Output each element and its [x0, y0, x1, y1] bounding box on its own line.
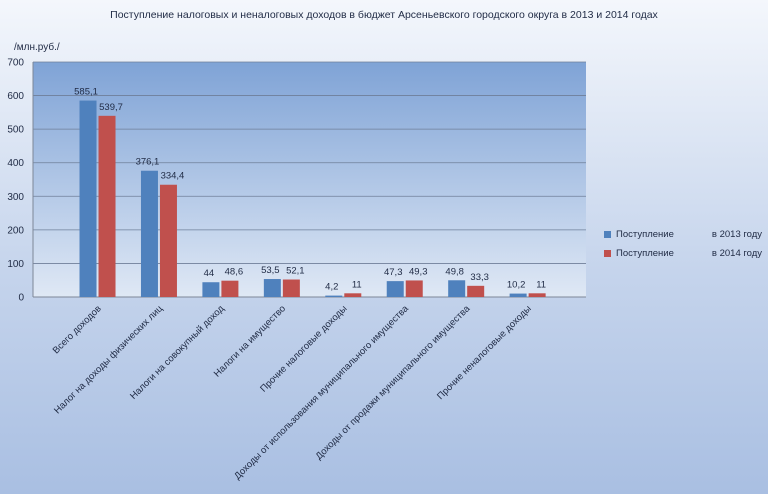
- data-label-2013-0: 585,1: [74, 87, 98, 98]
- data-label-2013-5: 47,3: [384, 267, 403, 278]
- legend-series-name: Поступление: [616, 229, 674, 240]
- legend-item-2014: Поступление в 2014 году: [604, 248, 768, 259]
- bar-2013-5: [386, 281, 404, 297]
- bar-2013-1: [140, 170, 158, 297]
- legend-series-name: Поступление: [616, 248, 674, 259]
- y-tick-label: 600: [7, 91, 24, 102]
- legend-series-year: в 2014 году: [711, 248, 762, 259]
- bar-2013-3: [263, 279, 281, 297]
- data-label-2013-1: 376,1: [136, 157, 160, 168]
- y-tick-label: 700: [7, 58, 24, 69]
- y-tick-label: 200: [7, 225, 24, 236]
- data-label-2014-6: 33,3: [470, 272, 489, 283]
- bar-2013-6: [448, 280, 466, 297]
- bar-2013-7: [509, 293, 527, 297]
- data-label-2013-3: 53,5: [261, 265, 280, 276]
- data-label-2014-1: 334,4: [161, 171, 185, 182]
- data-label-2014-3: 52,1: [286, 266, 305, 277]
- axes: [32, 62, 586, 298]
- x-tick-label-0: Всего доходов: [51, 303, 104, 356]
- gridlines: [33, 61, 586, 264]
- legend-swatch-2013: [604, 231, 611, 238]
- y-tick-label: 500: [7, 125, 24, 136]
- chart-title: Поступление налоговых и неналоговых дохо…: [110, 9, 658, 21]
- data-label-2014-7: 11: [536, 279, 546, 290]
- bar-2013-0: [79, 100, 97, 297]
- data-label-2013-6: 49,8: [445, 266, 464, 277]
- data-label-2013-4: 4,2: [325, 282, 338, 293]
- data-label-2014-4: 11: [352, 279, 362, 290]
- bar-2014-4: [344, 293, 362, 297]
- bar-2014-5: [405, 280, 423, 297]
- y-tick-label: 300: [7, 192, 24, 203]
- legend-swatch-2014: [604, 250, 611, 257]
- bar-2013-4: [325, 295, 343, 297]
- plot-background: [33, 62, 586, 297]
- bar-2014-7: [528, 293, 546, 297]
- bar-2014-0: [98, 115, 116, 297]
- data-label-2014-5: 49,3: [409, 266, 428, 277]
- bar-2014-2: [221, 280, 239, 297]
- data-label-2014-2: 48,6: [225, 267, 244, 278]
- bar-2014-3: [282, 279, 300, 297]
- data-label-2013-2: 44: [204, 268, 215, 279]
- legend-series-year: в 2013 году: [711, 229, 762, 240]
- bars: [79, 100, 546, 297]
- data-label-2013-7: 10,2: [507, 280, 526, 291]
- y-axis-unit-label: /млн.руб./: [14, 42, 60, 53]
- y-tick-label: 400: [7, 158, 24, 169]
- bar-2014-6: [467, 285, 485, 297]
- bar-2013-2: [202, 282, 220, 297]
- x-tick-label-1: Налог на доходы физических лиц: [52, 303, 165, 416]
- data-label-2014-0: 539,7: [99, 102, 123, 113]
- bar-2014-1: [159, 184, 177, 297]
- y-tick-label: 0: [18, 293, 24, 304]
- y-tick-label: 100: [7, 259, 24, 270]
- legend-item-2013: Поступление в 2013 году: [604, 229, 768, 240]
